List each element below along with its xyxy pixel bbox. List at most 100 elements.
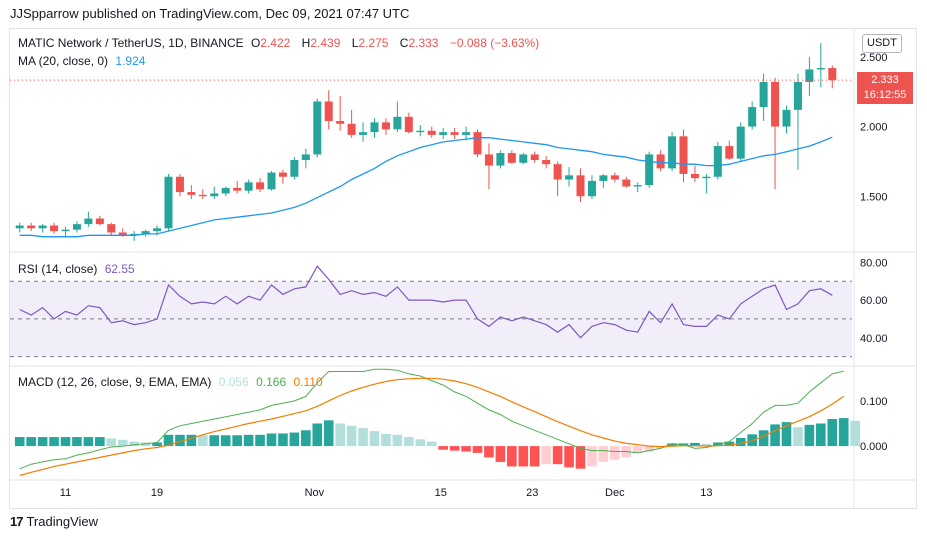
candle-body xyxy=(473,132,482,155)
macd-histogram-bar xyxy=(564,446,574,468)
candle-body xyxy=(370,122,379,133)
macd-histogram-bar xyxy=(369,431,380,447)
ma-legend: MA (20, close, 0) 1.924 xyxy=(18,54,149,68)
macd-histogram-bar xyxy=(83,437,94,447)
macd-histogram-bar xyxy=(186,434,197,447)
candle-body xyxy=(244,182,253,191)
macd-histogram-bar xyxy=(335,423,345,447)
candle-body xyxy=(679,136,688,174)
macd-histogram-bar xyxy=(472,446,483,453)
macd-histogram-bar xyxy=(598,446,609,462)
candle-body xyxy=(221,187,230,194)
macd-histogram-bar xyxy=(209,435,220,447)
candle-body xyxy=(725,146,734,159)
price-tick-label: 2.000 xyxy=(860,122,888,134)
macd-line xyxy=(19,368,844,470)
candle-body xyxy=(50,225,59,232)
macd-histogram-bar xyxy=(49,437,59,447)
currency-button[interactable]: USDT xyxy=(862,34,902,53)
macd-histogram-bar xyxy=(552,446,563,465)
macd-label: MACD (12, 26, close, 9, EMA, EMA) xyxy=(18,375,212,389)
candle-body xyxy=(427,130,436,135)
candle-body xyxy=(702,176,711,179)
macd-histogram-bar xyxy=(346,425,357,447)
macd-histogram-bar xyxy=(289,432,300,447)
macd-histogram-bar xyxy=(278,433,288,447)
macd-histogram-bar xyxy=(770,424,780,447)
candle-body xyxy=(301,154,310,161)
macd-histogram-bar xyxy=(461,446,471,452)
macd-histogram-bar xyxy=(804,424,815,447)
candle-body xyxy=(278,172,287,177)
macd-histogram-bar xyxy=(243,434,254,447)
close-value: 2.333 xyxy=(408,36,439,50)
candle-body xyxy=(27,225,36,229)
macd-histogram-bar xyxy=(655,446,666,449)
candle-body xyxy=(313,101,322,155)
low-label: L xyxy=(351,36,359,50)
candle-body xyxy=(130,233,139,236)
macd-histogram-bar xyxy=(449,446,460,451)
macd-histogram-bar xyxy=(152,442,162,447)
time-tick-label: 15 xyxy=(435,487,447,499)
candle-body xyxy=(107,224,116,233)
macd-histogram-bar xyxy=(220,435,231,447)
candle-body xyxy=(599,175,608,181)
candle-body xyxy=(553,164,562,180)
candle-body xyxy=(404,116,413,133)
candle-body xyxy=(256,182,265,190)
candle-body xyxy=(210,193,219,197)
candle-body xyxy=(576,175,585,197)
macd-histogram-bar xyxy=(129,441,139,447)
candle-body xyxy=(118,232,127,236)
candle-body xyxy=(645,154,654,186)
tradingview-logo-icon: 17 xyxy=(10,514,24,529)
candle-body xyxy=(336,120,345,124)
macd-tick-label: 0.000 xyxy=(860,441,888,453)
macd-histogram-bar xyxy=(415,439,426,447)
macd-histogram-bar xyxy=(541,446,551,465)
candle-body xyxy=(84,218,93,225)
high-value: 2.439 xyxy=(310,36,341,50)
macd-histogram-bar xyxy=(632,446,643,453)
macd-histogram-bar xyxy=(163,434,174,447)
candle-body xyxy=(542,160,551,165)
macd-histogram-bar xyxy=(690,442,700,447)
candle-body xyxy=(267,172,276,190)
time-tick-label: 19 xyxy=(151,487,163,499)
rsi-value: 62.55 xyxy=(104,262,135,276)
candle-body xyxy=(381,122,390,130)
macd-histogram-bar xyxy=(781,422,792,447)
candle-body xyxy=(393,116,402,130)
candle-body xyxy=(759,81,768,108)
macd-histogram-bar xyxy=(175,434,185,447)
high-label: H xyxy=(301,36,311,50)
candle-body xyxy=(610,175,619,180)
macd-histogram-bar xyxy=(198,435,208,447)
macd-histogram-bar xyxy=(644,446,654,452)
change-value: −0.088 (−3.63%) xyxy=(449,36,540,50)
publisher-header: JJSpparrow published on TradingView.com,… xyxy=(10,6,410,21)
candle-body xyxy=(771,81,780,127)
rsi-band-fill xyxy=(10,281,852,357)
candle-body xyxy=(153,228,162,232)
candle-body xyxy=(290,160,299,177)
macd-histogram-bar xyxy=(529,446,540,467)
candle-body xyxy=(164,176,173,229)
macd-hist-value: 0.056 xyxy=(218,375,249,389)
candle-body xyxy=(439,132,448,135)
macd-tick-label: 0.100 xyxy=(860,396,888,408)
macd-histogram-bar xyxy=(793,427,803,447)
macd-histogram-bar xyxy=(827,418,838,447)
ma-label: MA (20, close, 0) xyxy=(18,54,109,68)
rsi-tick-label: 40.00 xyxy=(860,333,888,345)
time-tick-label: Dec xyxy=(605,487,625,499)
macd-histogram-bar xyxy=(426,441,437,447)
macd-histogram-bar xyxy=(60,437,71,447)
macd-histogram-bar xyxy=(392,434,403,447)
candle-body xyxy=(61,229,70,232)
macd-histogram-bar xyxy=(701,443,712,447)
candle-body xyxy=(736,126,745,159)
chart-frame[interactable] xyxy=(9,28,917,509)
